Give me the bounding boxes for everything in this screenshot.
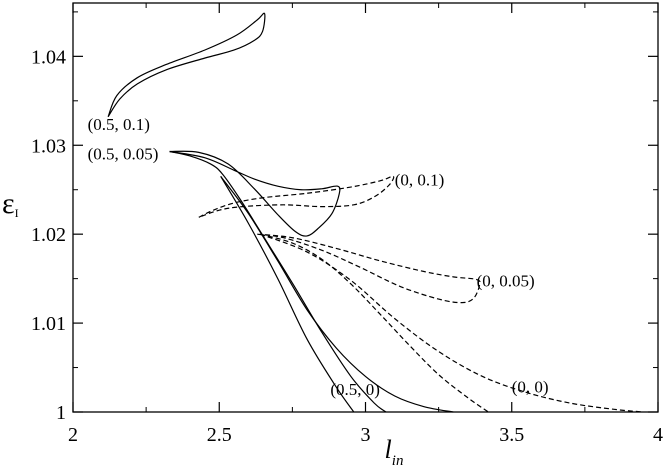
x-tick-label: 2 [68, 424, 78, 446]
curve-label: (0, 0.05) [477, 272, 535, 291]
x-axis-title-main: l [385, 435, 392, 464]
series-line-3 [220, 176, 355, 413]
y-axis-title-subscript: I [15, 206, 19, 220]
series-line-1 [169, 150, 341, 237]
series-line-4 [220, 176, 454, 413]
plot-frame [72, 2, 659, 413]
curve-label: (0, 0) [512, 377, 549, 396]
series-line-8 [259, 233, 644, 413]
y-tick-label: 1.02 [31, 224, 66, 246]
axis-ticks: 2 2.5 3 3.5 4 1 1.01 1.02 1.03 1.04 [31, 3, 663, 446]
x-tick-label: 3 [361, 424, 371, 446]
x-tick-label: 2.5 [207, 424, 232, 446]
series-line-5 [198, 175, 395, 218]
curve-label: (0.5, 0.05) [88, 144, 159, 163]
x-axis-title: lin [385, 435, 404, 469]
y-axis-title-main: ε [2, 187, 15, 220]
y-tick-label: 1.01 [31, 313, 66, 335]
curve-label: (0.5, 0) [330, 380, 380, 399]
curve-label: (0, 0.1) [395, 170, 445, 189]
series-line-7 [260, 233, 489, 413]
y-tick-label: 1.03 [31, 135, 66, 157]
series-line-0 [107, 12, 266, 118]
annotation-layer: (0.5, 0.1) (0.5, 0.05) (0, 0.1) (0, 0.05) (0… [88, 115, 549, 399]
y-axis-title: εI [2, 187, 19, 220]
y-tick-label: 1.04 [31, 46, 66, 68]
curve-label: (0.5, 0.1) [88, 115, 150, 134]
y-tick-label: 1 [56, 402, 66, 424]
x-axis-title-subscript: in [392, 453, 404, 469]
x-tick-label: 3.5 [499, 424, 524, 446]
series-layer [107, 12, 644, 413]
x-tick-label: 4 [653, 424, 663, 446]
